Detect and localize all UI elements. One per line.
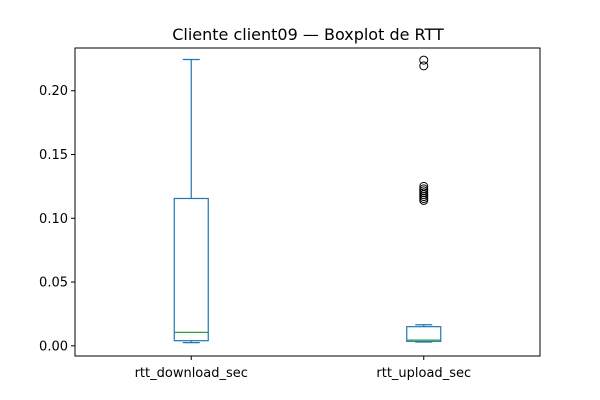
y-tick-label: 0.10 (39, 212, 68, 227)
outlier-point (419, 61, 429, 71)
x-tick-label: rtt_upload_sec (376, 366, 471, 381)
plot-frame (74, 47, 541, 357)
y-tick-label: 0.15 (39, 148, 68, 163)
y-tick-label: 0.00 (39, 339, 68, 354)
chart-title: Cliente client09 — Boxplot de RTT (172, 25, 444, 44)
outlier-point (419, 181, 429, 191)
outlier-point (419, 55, 429, 65)
y-tick-label: 0.20 (39, 84, 68, 99)
y-tick-label: 0.05 (39, 276, 68, 291)
x-tick-label: rtt_download_sec (135, 366, 248, 381)
box-iqr (406, 326, 442, 342)
box-iqr (173, 197, 209, 342)
outlier-point (419, 184, 429, 194)
